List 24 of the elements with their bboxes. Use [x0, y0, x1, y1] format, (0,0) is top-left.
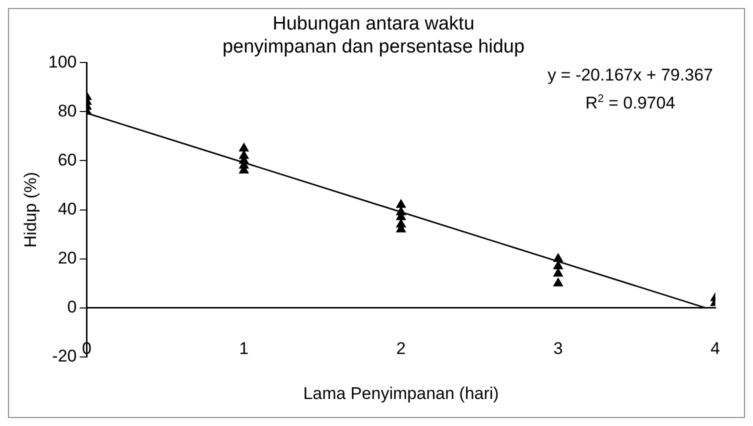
point [396, 199, 406, 208]
point [396, 219, 406, 228]
y-tick-label: 0 [67, 298, 77, 317]
y-tick-label: 20 [58, 248, 77, 268]
y-axis-title: Hidup (%) [20, 172, 40, 248]
point [553, 268, 563, 277]
point [553, 260, 563, 270]
x-axis-title: Lama Penyimpanan (hari) [303, 384, 499, 404]
point [553, 278, 563, 286]
y-tick-label: 80 [58, 101, 77, 120]
point [239, 150, 249, 159]
chart-title: Hubungan antara waktu penyimpanan dan persentase hidup [222, 14, 525, 58]
x-tick-label: 3 [553, 338, 563, 358]
y-tick-label: -20 [52, 346, 77, 366]
x-tick-label: 1 [239, 338, 249, 358]
x-tick-label: 4 [710, 338, 720, 358]
point [239, 142, 249, 152]
point [553, 253, 563, 262]
y-tick-label: 100 [48, 52, 77, 72]
point [396, 206, 406, 216]
annotation: y = -20.167x + 79.367 [548, 66, 713, 85]
y-tick-label: 40 [58, 199, 77, 218]
y-tick-label: 60 [58, 150, 77, 170]
x-tick-label: 2 [396, 338, 406, 358]
